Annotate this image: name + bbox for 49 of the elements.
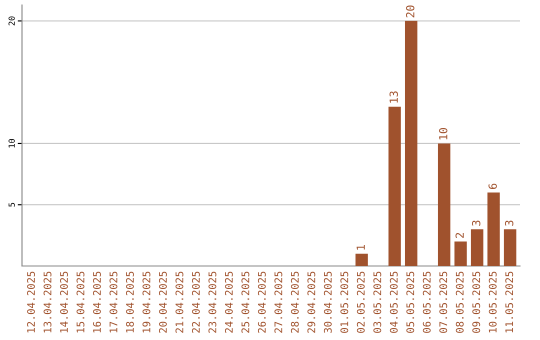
bar — [438, 143, 450, 266]
x-tick-label: 27.04.2025 — [274, 272, 282, 333]
x-tick-label: 25.04.2025 — [241, 272, 250, 333]
x-tick-label: 21.04.2025 — [175, 272, 184, 333]
x-tick-label: 08.05.2025 — [456, 272, 464, 333]
y-tick-label: 20 — [8, 16, 15, 26]
data-label: 6 — [488, 184, 497, 189]
x-tick-label: 19.04.2025 — [142, 272, 150, 332]
data-label: 2 — [455, 232, 464, 238]
data-label: 10 — [438, 128, 448, 140]
data-label: 3 — [504, 220, 514, 226]
x-tick-label: 22.04.2025 — [192, 272, 200, 333]
bar — [356, 254, 368, 266]
x-tick-label: 14.04.2025 — [60, 272, 68, 332]
x-tick-label: 03.05.2025 — [373, 272, 382, 333]
x-tick-label: 24.04.2025 — [224, 272, 233, 333]
x-tick-label: 13.04.2025 — [44, 272, 52, 332]
bar — [470, 229, 484, 266]
x-tick-label: 06.05.2025 — [422, 272, 431, 333]
x-tick-label: 02.05.2025 — [356, 272, 365, 333]
data-label: 20 — [406, 5, 414, 18]
x-tick-label: 26.04.2025 — [258, 272, 266, 333]
bar — [454, 241, 467, 266]
bar — [504, 229, 516, 266]
x-tick-label: 16.04.2025 — [93, 272, 101, 332]
x-tick-label: 09.05.2025 — [472, 272, 480, 333]
x-tick-label: 10.05.2025 — [488, 272, 497, 332]
x-tick-label: 18.04.2025 — [126, 272, 134, 332]
x-tick-label: 04.05.2025 — [390, 272, 398, 333]
x-tick-label: 30.04.2025 — [324, 272, 332, 333]
x-tick-label: 17.04.2025 — [110, 272, 118, 332]
bar — [487, 192, 500, 266]
x-tick-label: 11.05.2025 — [505, 272, 514, 332]
x-tick-label: 12.04.2025 — [27, 272, 35, 332]
data-label: 13 — [390, 91, 398, 103]
y-tick-label: 10 — [8, 138, 15, 148]
x-tick-label: 15.04.2025 — [76, 272, 84, 332]
x-tick-label: 28.04.2025 — [290, 272, 299, 333]
x-tick-label: 29.04.2025 — [307, 272, 316, 333]
x-tick-label: 01.05.2025 — [340, 272, 348, 333]
data-label: 1 — [356, 245, 365, 250]
data-label: 3 — [472, 220, 480, 226]
bar — [404, 20, 418, 266]
x-tick-label: 23.04.2025 — [208, 272, 216, 333]
x-tick-label: 07.05.2025 — [439, 272, 448, 333]
x-tick-label: 05.05.2025 — [406, 272, 414, 333]
x-tick-label: 20.04.2025 — [158, 272, 167, 333]
y-tick-label: 5 — [8, 202, 15, 207]
bar — [388, 106, 401, 266]
